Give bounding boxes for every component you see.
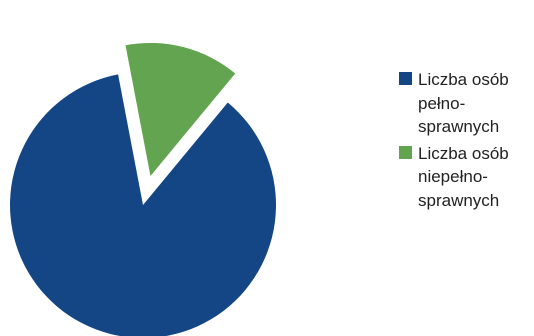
legend-label-line-3: sprawnych	[418, 190, 500, 210]
legend: Liczba osób pełno- sprawnych Liczba osób…	[399, 68, 534, 215]
legend-label-line-1: Liczba osób	[418, 70, 509, 89]
legend-item-full-abled: Liczba osób pełno- sprawnych	[399, 68, 534, 139]
legend-swatch-full-abled	[399, 72, 412, 85]
legend-label-line-1: Liczba osób	[418, 143, 509, 163]
pie-slice-1	[125, 42, 236, 176]
legend-label-line-3: sprawnych	[418, 117, 500, 136]
pie-slice-0	[10, 74, 276, 336]
legend-label-line-2: pełno-	[418, 93, 466, 113]
legend-swatch-disabled	[399, 145, 412, 159]
legend-label-line-2: niepełno-	[418, 167, 488, 186]
legend-item-disabled: Liczba osób niepełno- sprawnych	[399, 142, 534, 213]
